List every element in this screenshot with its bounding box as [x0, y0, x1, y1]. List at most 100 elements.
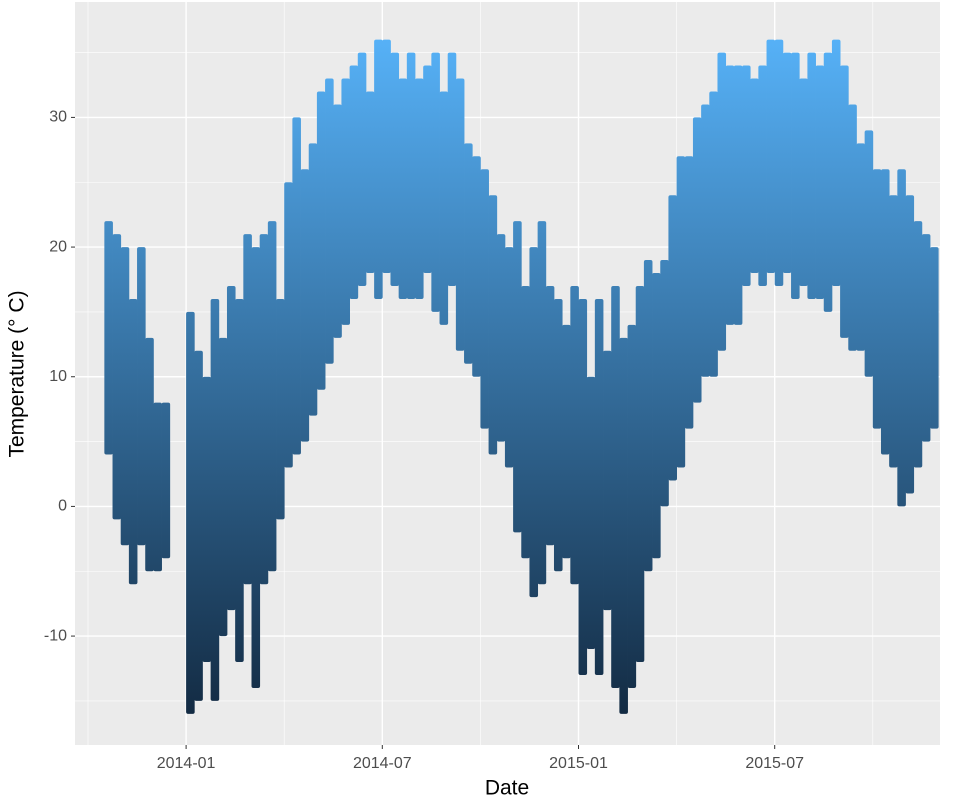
range-mark [161, 402, 171, 559]
range-mark [423, 65, 432, 274]
range-mark [733, 65, 743, 325]
range-mark [807, 52, 816, 299]
x-tick-label: 2014-07 [353, 755, 412, 772]
y-tick-label: 30 [49, 109, 67, 126]
range-mark [496, 234, 506, 442]
range-mark [194, 350, 203, 701]
range-mark [374, 39, 383, 299]
range-mark [586, 376, 596, 650]
range-mark [562, 324, 571, 559]
range-mark [341, 78, 350, 325]
range-mark [439, 91, 449, 325]
y-tick-label: 20 [49, 238, 67, 255]
range-mark [652, 273, 661, 559]
range-mark [521, 285, 530, 559]
range-mark [725, 65, 735, 325]
range-mark [701, 104, 710, 377]
range-mark [300, 169, 310, 442]
range-mark [856, 143, 866, 351]
range-mark [643, 260, 653, 572]
range-mark [235, 298, 244, 663]
x-axis-label: Date [485, 777, 529, 800]
range-mark [284, 182, 293, 468]
range-mark [545, 285, 555, 546]
range-mark [513, 221, 522, 533]
range-mark [848, 104, 857, 351]
range-mark [308, 143, 318, 416]
range-mark [267, 221, 277, 572]
range-mark [717, 52, 727, 351]
range-mark [594, 298, 604, 675]
range-mark [905, 195, 915, 494]
range-mark [464, 143, 473, 364]
range-mark [128, 298, 138, 585]
range-mark [578, 298, 588, 675]
range-mark [186, 311, 195, 714]
range-mark [627, 324, 637, 688]
range-mark [218, 337, 228, 637]
range-mark [292, 117, 301, 455]
range-mark [668, 195, 677, 481]
range-mark [840, 65, 849, 338]
range-mark [357, 52, 367, 286]
range-mark [390, 52, 400, 286]
range-mark [251, 247, 261, 688]
range-mark [455, 78, 465, 351]
range-mark [202, 376, 212, 663]
range-mark [709, 91, 718, 377]
x-tick-label: 2015-07 [745, 755, 804, 772]
range-mark [406, 52, 416, 299]
range-mark [831, 39, 841, 286]
range-mark [611, 285, 620, 688]
range-mark [889, 195, 898, 468]
y-tick-label: 0 [58, 498, 67, 515]
range-mark [815, 65, 825, 299]
range-mark [791, 52, 800, 299]
range-mark [864, 130, 874, 377]
range-mark [226, 285, 236, 611]
range-mark [782, 52, 792, 274]
range-mark [137, 247, 146, 546]
range-mark [145, 337, 154, 572]
range-mark [431, 52, 440, 312]
range-mark [472, 156, 481, 377]
range-mark [660, 260, 669, 507]
range-mark [635, 285, 645, 663]
range-mark [750, 78, 759, 274]
range-mark [742, 65, 751, 286]
range-mark [676, 156, 686, 468]
range-mark [504, 247, 514, 468]
range-mark [823, 52, 833, 312]
range-mark [325, 78, 334, 364]
range-mark [365, 91, 375, 274]
range-mark [913, 221, 923, 468]
y-tick-label: 10 [49, 368, 67, 385]
range-mark [758, 65, 767, 286]
range-mark [243, 234, 252, 585]
range-mark [480, 169, 489, 429]
range-mark [930, 247, 939, 429]
range-mark [529, 247, 539, 598]
range-mark [766, 39, 776, 274]
range-mark [104, 221, 113, 455]
range-mark [120, 247, 130, 546]
range-mark [897, 169, 906, 507]
range-mark [553, 298, 563, 572]
range-mark [316, 91, 326, 390]
range-mark [488, 195, 498, 455]
y-axis-label: Temperature (° C) [6, 290, 29, 457]
range-mark [921, 234, 931, 442]
range-mark [259, 234, 269, 585]
range-mark [415, 78, 424, 299]
range-mark [210, 298, 220, 701]
range-mark [112, 234, 122, 520]
range-mark [619, 337, 628, 714]
range-mark [603, 350, 612, 611]
range-mark [447, 52, 457, 286]
range-mark [349, 65, 359, 299]
range-mark [153, 402, 162, 572]
range-mark [333, 104, 342, 338]
range-mark [398, 78, 408, 299]
x-tick-label: 2015-01 [549, 755, 608, 772]
